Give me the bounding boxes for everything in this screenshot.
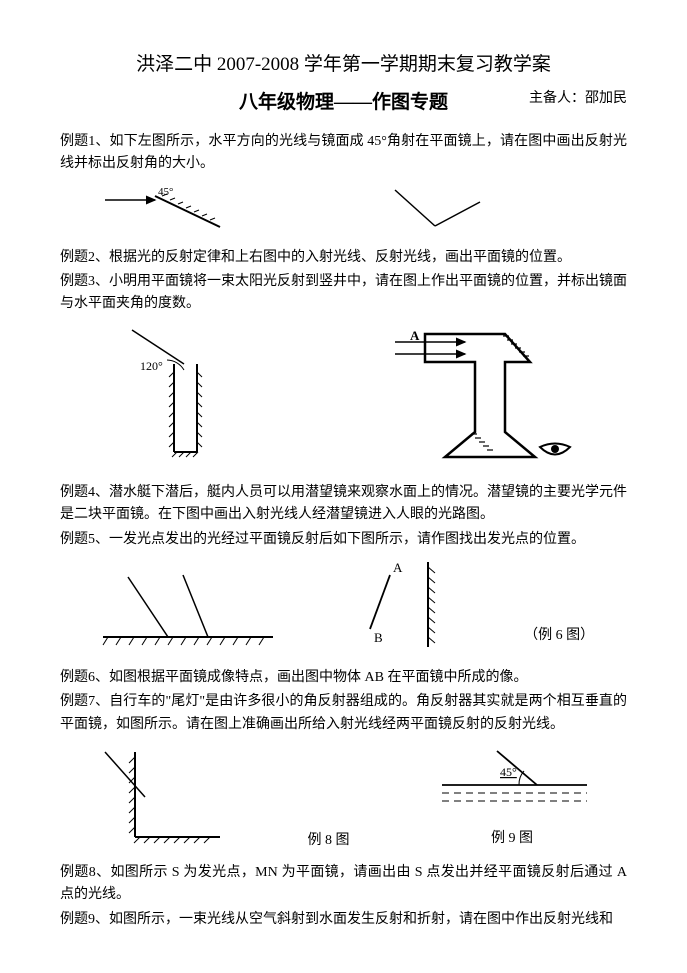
figure-8 (90, 742, 230, 852)
problem-2: 例题2、根据光的反射定律和上右图中的入射光线、反射光线，画出平面镜的位置。 (60, 247, 627, 269)
fig8-caption: 例 8 图 (308, 830, 350, 852)
figure-row-1: 45° (100, 182, 627, 237)
fig6-label-b: B (374, 630, 383, 645)
fig9-caption: 例 9 图 (427, 828, 597, 850)
figure-row-3: A B （例 6 图） (60, 557, 627, 657)
problem-4: 例题4、潜水艇下潜后，艇内人员可以用潜望镜来观察水面上的情况。潜望镜的主要光学元… (60, 482, 627, 527)
figure-1b (380, 182, 500, 237)
page-title: 洪泽二中 2007-2008 学年第一学期期末复习教学案 (60, 50, 627, 80)
fig6-caption: （例 6 图） (524, 625, 594, 647)
problem-1: 例题1、如下左图所示，水平方向的光线与镜面成 45°角射在平面镜上，请在图中画出… (60, 131, 627, 176)
fig6-label-a: A (393, 560, 403, 575)
figure-row-2: 120° A (60, 322, 627, 472)
problem-5: 例题5、一发光点发出的光经过平面镜反射后如下图所示，请作图找出发光点的位置。 (60, 529, 627, 551)
author-label: 主备人：邵加民 (529, 88, 627, 110)
figure-6: A B (348, 557, 458, 657)
subtitle: 八年级物理——作图专题 (239, 88, 448, 118)
fig9-angle-label: 45° (500, 765, 517, 779)
figure-9-wrap: 45° 例 9 图 (427, 743, 597, 850)
subtitle-row: 八年级物理——作图专题 主备人：邵加民 (60, 88, 627, 118)
figure-8-wrap (90, 742, 230, 852)
problem-9: 例题9、如图所示，一束光线从空气斜射到水面发生反射和折射，请在图中作出反射光线和 (60, 909, 627, 931)
problem-7: 例题7、自行车的"尾灯"是由许多很小的角反射器组成的。角反射器其实就是两个相互垂… (60, 691, 627, 736)
figure-4: A (375, 322, 575, 472)
figure-5 (93, 557, 283, 657)
fig3-angle-label: 120° (140, 359, 163, 373)
figure-3: 120° (112, 322, 272, 472)
figure-1: 45° (100, 182, 240, 237)
problem-6: 例题6、如图根据平面镜成像特点，画出图中物体 AB 在平面镜中所成的像。 (60, 667, 627, 689)
figure-row-4: 例 8 图 45° 例 9 图 (60, 742, 627, 852)
figure-9: 45° (427, 743, 597, 828)
fig4-label-a: A (410, 328, 420, 343)
problem-8: 例题8、如图所示 S 为发光点，MN 为平面镜，请画出由 S 点发出并经平面镜反… (60, 862, 627, 907)
fig1-angle-label: 45° (158, 186, 173, 198)
problem-3: 例题3、小明用平面镜将一束太阳光反射到竖井中，请在图上作出平面镜的位置，并标出镜… (60, 271, 627, 316)
